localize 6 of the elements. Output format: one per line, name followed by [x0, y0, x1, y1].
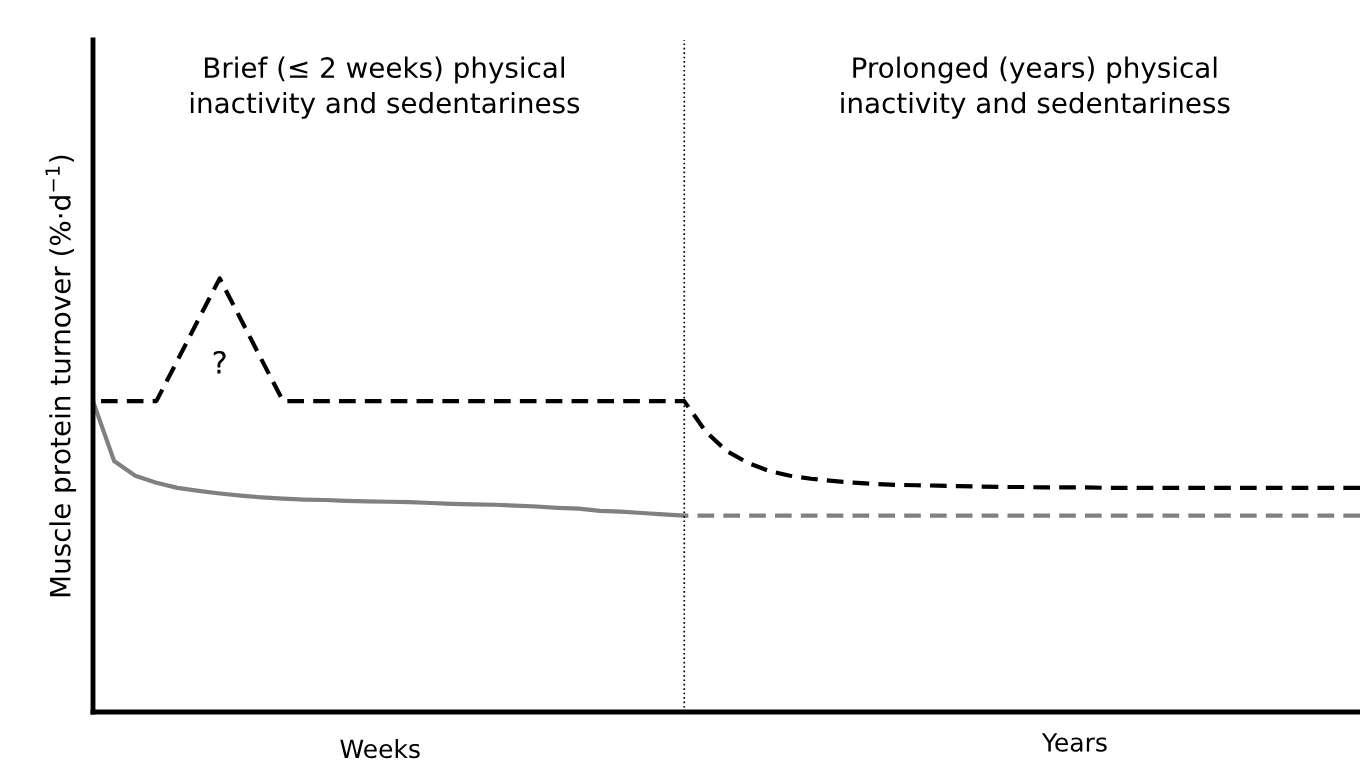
annotation: ? — [213, 350, 226, 374]
text: Years — [1041, 733, 1107, 752]
text: Brief (≤ 2 weeks) physical inactivity and sedentariness — [190, 56, 580, 119]
text: Weeks — [340, 738, 420, 759]
text: Prolonged (years) physical inactivity and sedentariness — [841, 56, 1230, 119]
y-axis-title: Muscle protein turnover (%·d$^{−1}$) — [45, 155, 77, 597]
